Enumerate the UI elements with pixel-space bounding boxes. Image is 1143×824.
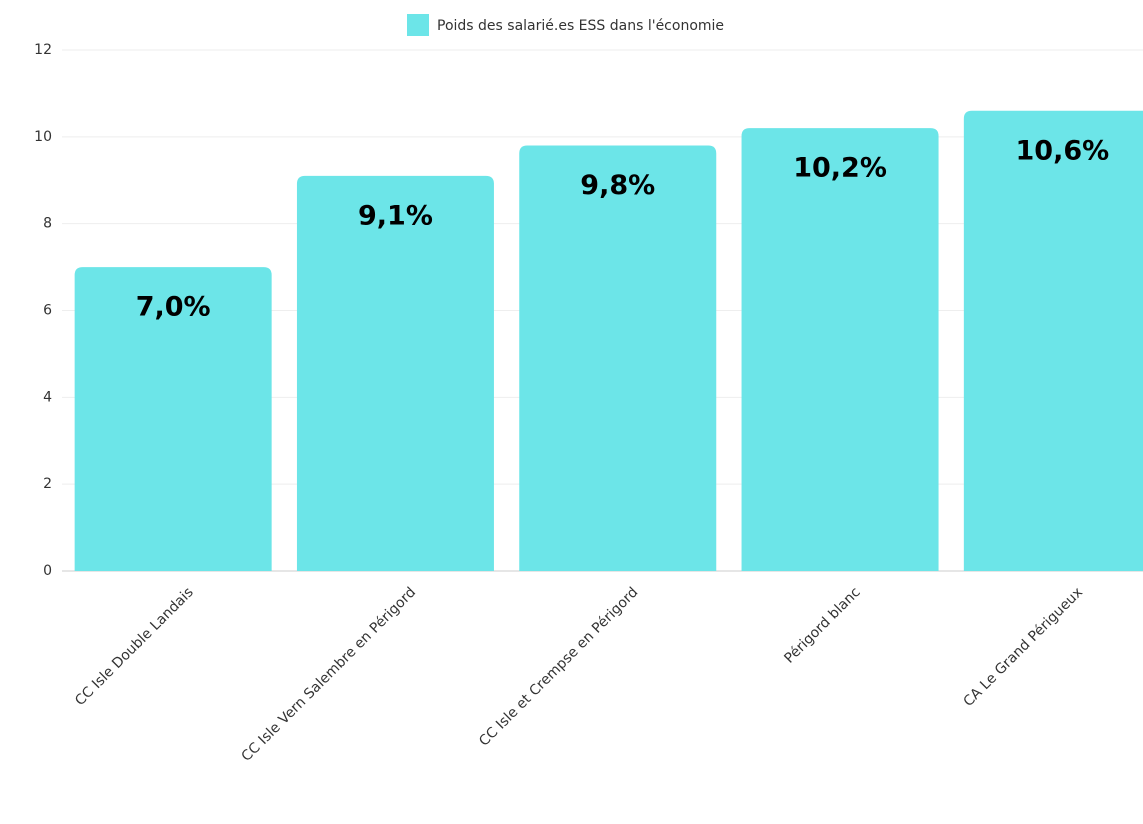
y-tick-label: 6: [43, 303, 52, 319]
bar: [519, 145, 717, 571]
y-tick-label: 12: [34, 42, 52, 58]
y-tick-label: 4: [43, 389, 52, 405]
bar: [741, 128, 939, 571]
x-tick-label: Périgord blanc: [781, 584, 863, 666]
y-tick-label: 2: [43, 476, 52, 492]
x-tick-label: CC Isle Vern Salembre en Périgord: [239, 584, 420, 765]
bar: [74, 267, 272, 571]
y-tick-label: 8: [43, 216, 52, 232]
y-tick-label: 0: [43, 563, 52, 579]
data-label: 10,6%: [1016, 135, 1110, 166]
data-label: 9,8%: [580, 170, 655, 201]
x-tick-label: CA Le Grand Périgueux: [960, 584, 1086, 710]
data-label: 7,0%: [136, 292, 211, 323]
data-label: 10,2%: [793, 153, 887, 184]
data-label: 9,1%: [358, 200, 433, 231]
bar: [296, 175, 494, 572]
y-tick-label: 10: [34, 129, 52, 145]
x-tick-label: CC Isle et Crempse en Périgord: [476, 584, 641, 749]
legend-swatch: [407, 14, 429, 36]
legend-label: Poids des salarié.es ESS dans l'économie: [437, 18, 724, 34]
bar: [963, 110, 1143, 571]
x-tick-label: CC Isle Double Landais: [72, 584, 197, 709]
